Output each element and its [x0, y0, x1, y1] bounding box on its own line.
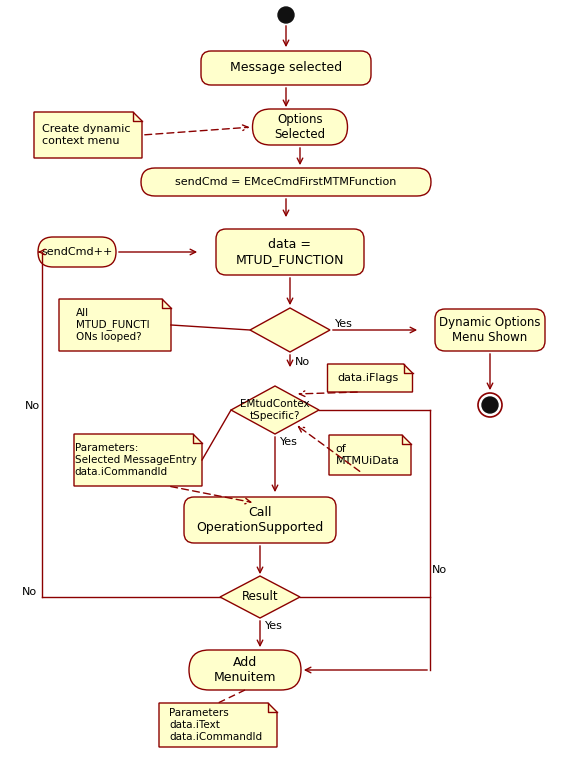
FancyBboxPatch shape [141, 168, 431, 196]
Text: Call
OperationSupported: Call OperationSupported [196, 506, 324, 534]
Polygon shape [34, 112, 142, 158]
Text: sendCmd++: sendCmd++ [41, 247, 113, 257]
Text: data =
MTUD_FUNCTION: data = MTUD_FUNCTION [236, 238, 344, 266]
Text: data.iFlags: data.iFlags [337, 373, 398, 383]
Polygon shape [328, 364, 412, 392]
Text: Parameters
data.iText
data.iCommandId: Parameters data.iText data.iCommandId [169, 708, 263, 741]
Text: No: No [25, 401, 40, 411]
Text: Create dynamic
context menu: Create dynamic context menu [42, 124, 130, 146]
Polygon shape [74, 434, 202, 486]
FancyBboxPatch shape [252, 109, 348, 145]
FancyBboxPatch shape [216, 229, 364, 275]
Circle shape [278, 7, 294, 23]
Text: No: No [22, 587, 37, 597]
Polygon shape [159, 703, 277, 747]
Polygon shape [250, 308, 330, 352]
Text: Result: Result [242, 591, 279, 604]
FancyBboxPatch shape [435, 309, 545, 351]
FancyBboxPatch shape [201, 51, 371, 85]
Circle shape [478, 393, 502, 417]
Polygon shape [329, 435, 411, 475]
FancyBboxPatch shape [184, 497, 336, 543]
Text: Parameters:
Selected MessageEntry
data.iCommandId: Parameters: Selected MessageEntry data.i… [75, 444, 197, 477]
Text: Message selected: Message selected [230, 62, 342, 74]
FancyBboxPatch shape [189, 650, 301, 690]
Text: Yes: Yes [335, 319, 353, 329]
Text: Dynamic Options
Menu Shown: Dynamic Options Menu Shown [439, 316, 541, 344]
Text: Yes: Yes [280, 437, 298, 447]
Text: EMtudContex
tSpecific?: EMtudContex tSpecific? [240, 399, 310, 421]
Polygon shape [59, 299, 171, 351]
Text: No: No [432, 565, 447, 575]
Text: All
MTUD_FUNCTI
ONs looped?: All MTUD_FUNCTI ONs looped? [76, 308, 149, 342]
Circle shape [482, 397, 498, 413]
Text: Options
Selected: Options Selected [275, 113, 325, 141]
Text: Add
Menuitem: Add Menuitem [214, 656, 276, 684]
Text: Yes: Yes [265, 621, 283, 631]
FancyBboxPatch shape [38, 237, 116, 267]
Text: sendCmd = EMceCmdFirstMTMFunction: sendCmd = EMceCmdFirstMTMFunction [175, 177, 397, 187]
Polygon shape [220, 576, 300, 618]
Text: of
MTMUiData: of MTMUiData [336, 444, 400, 466]
Polygon shape [231, 386, 319, 434]
Text: No: No [295, 357, 310, 367]
